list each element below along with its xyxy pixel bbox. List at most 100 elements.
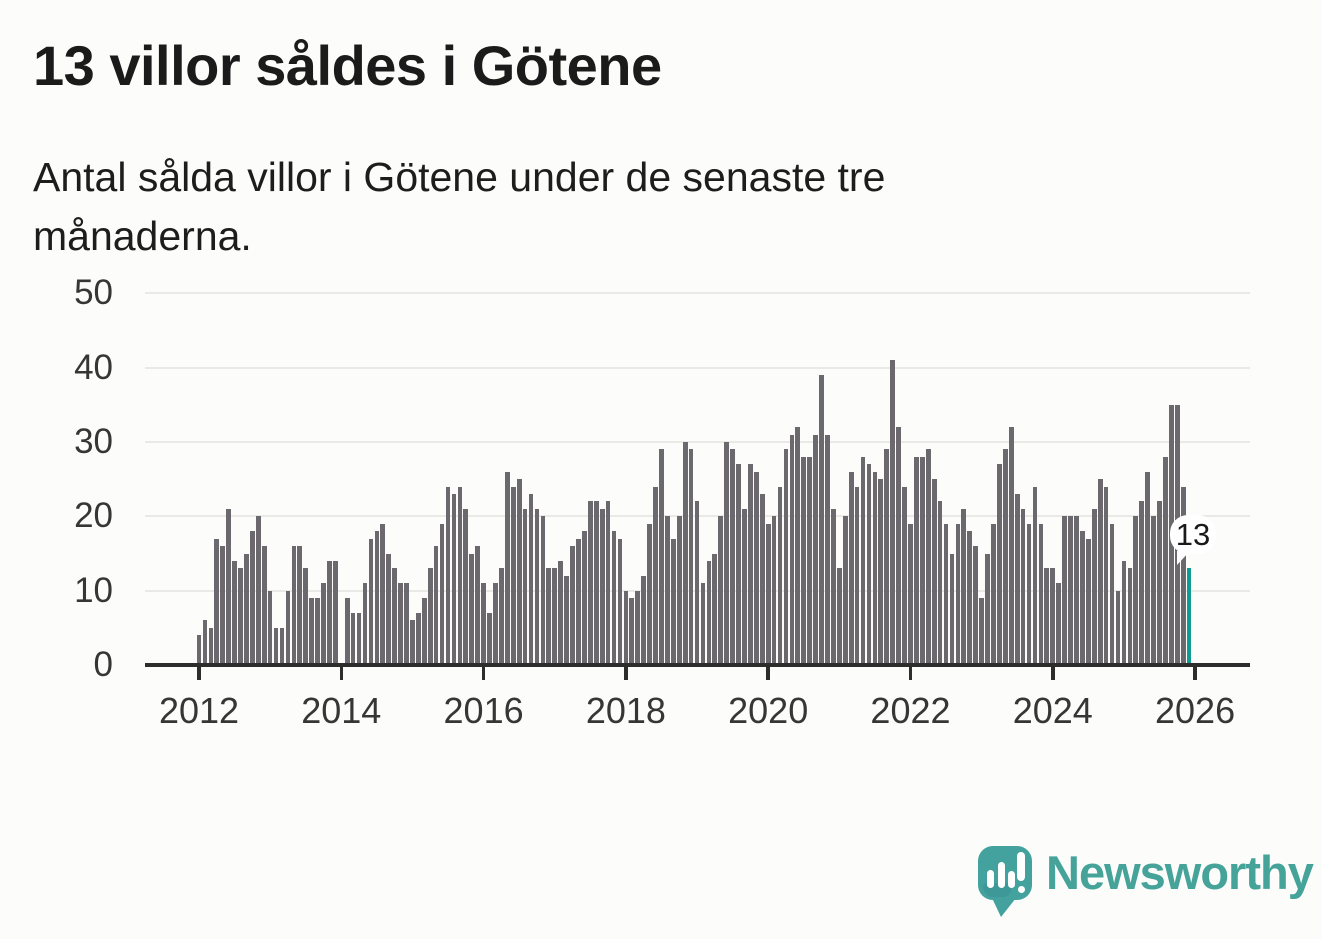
bar [688,449,694,665]
bar [866,464,872,665]
bar [670,538,676,665]
bar [202,620,208,665]
bar [327,560,332,665]
bar [1068,516,1073,665]
bar [404,583,409,665]
y-axis-label: 0 [93,645,113,684]
logo-exclamation-dot [1017,886,1025,893]
bar [831,508,836,665]
bar [1074,516,1079,665]
bar [902,486,907,665]
bar [374,531,380,665]
bar [261,546,267,665]
bar [220,546,226,665]
bar [593,501,599,665]
x-axis-label: 2016 [443,690,524,731]
bar [333,560,338,665]
bar [1145,471,1150,665]
bar [997,464,1002,665]
gridline [145,441,1250,444]
bar [836,568,842,665]
bar [1062,516,1067,665]
bar [748,464,753,665]
bar [1133,516,1139,665]
x-axis-tick [1051,667,1055,680]
bar [516,479,522,665]
bar [1050,568,1056,665]
bar [416,612,421,665]
bar [255,516,261,665]
bar [659,449,664,665]
bar [694,501,700,665]
highlighted-bar [1186,568,1192,665]
bar [398,583,403,665]
bar [1103,486,1109,665]
bar [848,471,854,665]
bar [676,516,682,665]
bar [908,523,913,665]
bar [842,516,848,665]
bar [949,553,955,665]
bar [392,568,397,665]
bar [1002,449,1008,665]
newsworthy-logo-icon [978,846,1032,917]
y-axis-label: 50 [74,273,113,313]
bar [285,590,291,665]
bar [587,501,593,665]
bar [783,449,789,665]
bar [925,449,931,665]
bar [481,583,486,665]
x-axis-label: 2026 [1155,690,1236,731]
bar [795,427,801,665]
bar [196,635,202,665]
bar [226,508,231,665]
bar [1080,531,1085,665]
bar [564,575,569,665]
x-axis-tick [766,667,770,680]
bar [570,546,575,665]
bar [653,486,658,665]
bar [350,612,356,665]
bar [457,486,463,665]
bar [878,479,884,665]
bar [1109,523,1115,665]
bar [599,508,605,665]
x-axis-label: 2014 [301,690,382,731]
bar [380,523,386,665]
bar [807,456,813,665]
bar [451,494,457,665]
page-title: 13 villor såldes i Götene [33,34,662,97]
bar [1014,494,1020,665]
bar [1020,508,1026,665]
x-axis-tick [908,667,913,680]
bar [356,612,362,665]
bar [706,560,712,665]
bar [617,538,623,665]
bar [682,442,688,665]
bar [1163,456,1168,665]
bar [1180,486,1186,665]
bar [576,538,581,665]
bar [421,598,427,665]
bar [1091,508,1097,665]
bar [985,553,990,665]
bar [410,620,415,665]
bar [487,612,492,665]
bar [629,598,635,665]
bar [635,590,641,665]
bar [611,531,617,665]
bar [641,575,646,665]
bar [1151,516,1156,665]
bar [967,531,973,665]
x-axis-tick [1193,667,1197,680]
bar [765,523,771,665]
bar [475,546,480,665]
x-axis-label: 2020 [728,690,809,731]
bar [1038,523,1044,665]
bar [860,456,866,665]
bar [771,516,777,665]
bar [386,553,392,665]
bar [1032,486,1038,665]
bar [303,568,309,665]
logo-chart-bar-icon [987,870,994,888]
